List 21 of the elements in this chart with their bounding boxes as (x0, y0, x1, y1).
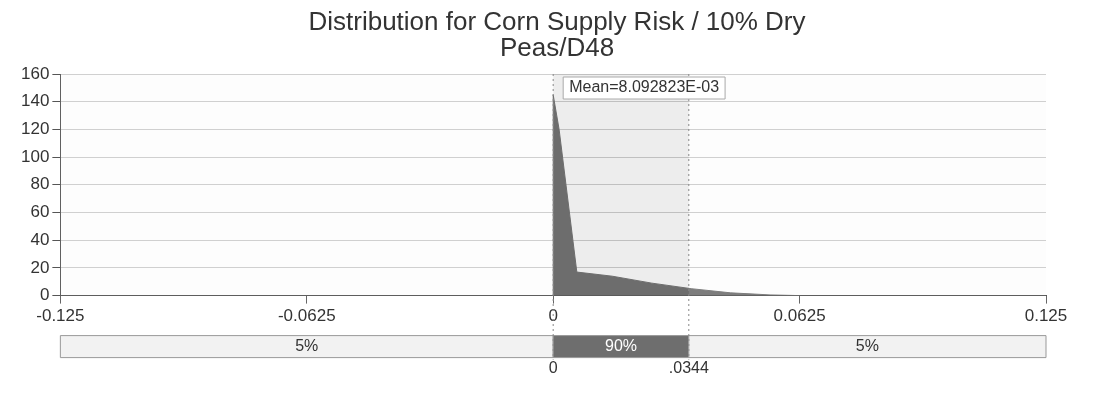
y-tick-label: 20 (30, 257, 50, 277)
y-tick-label: 160 (20, 63, 50, 83)
band-label: 90% (604, 337, 638, 355)
y-tick-label: 60 (30, 202, 50, 222)
x-tick-label: 0.0625 (773, 306, 826, 326)
x-tick-label: 0 (548, 306, 558, 326)
x-tick-label: -0.125 (36, 306, 85, 326)
y-tick-label: 120 (20, 119, 50, 139)
ref-line-label: .0344 (668, 359, 709, 377)
band-label: 5% (295, 337, 319, 355)
band-label: 5% (855, 337, 879, 355)
x-tick-label: -0.0625 (277, 306, 336, 326)
y-tick-label: 80 (30, 174, 50, 194)
y-tick-label: 100 (20, 146, 50, 166)
chart-title: Distribution for Corn Supply Risk / 10% Dry Peas/D48 (307, 6, 807, 62)
y-tick-label: 40 (30, 229, 50, 249)
annotation: Mean=8.092823E-03 (569, 78, 720, 96)
x-tick-label: 0.125 (1024, 306, 1068, 326)
y-tick-label: 140 (20, 91, 50, 111)
ref-line-label: 0 (548, 359, 558, 377)
y-tick-label: 0 (39, 285, 50, 305)
